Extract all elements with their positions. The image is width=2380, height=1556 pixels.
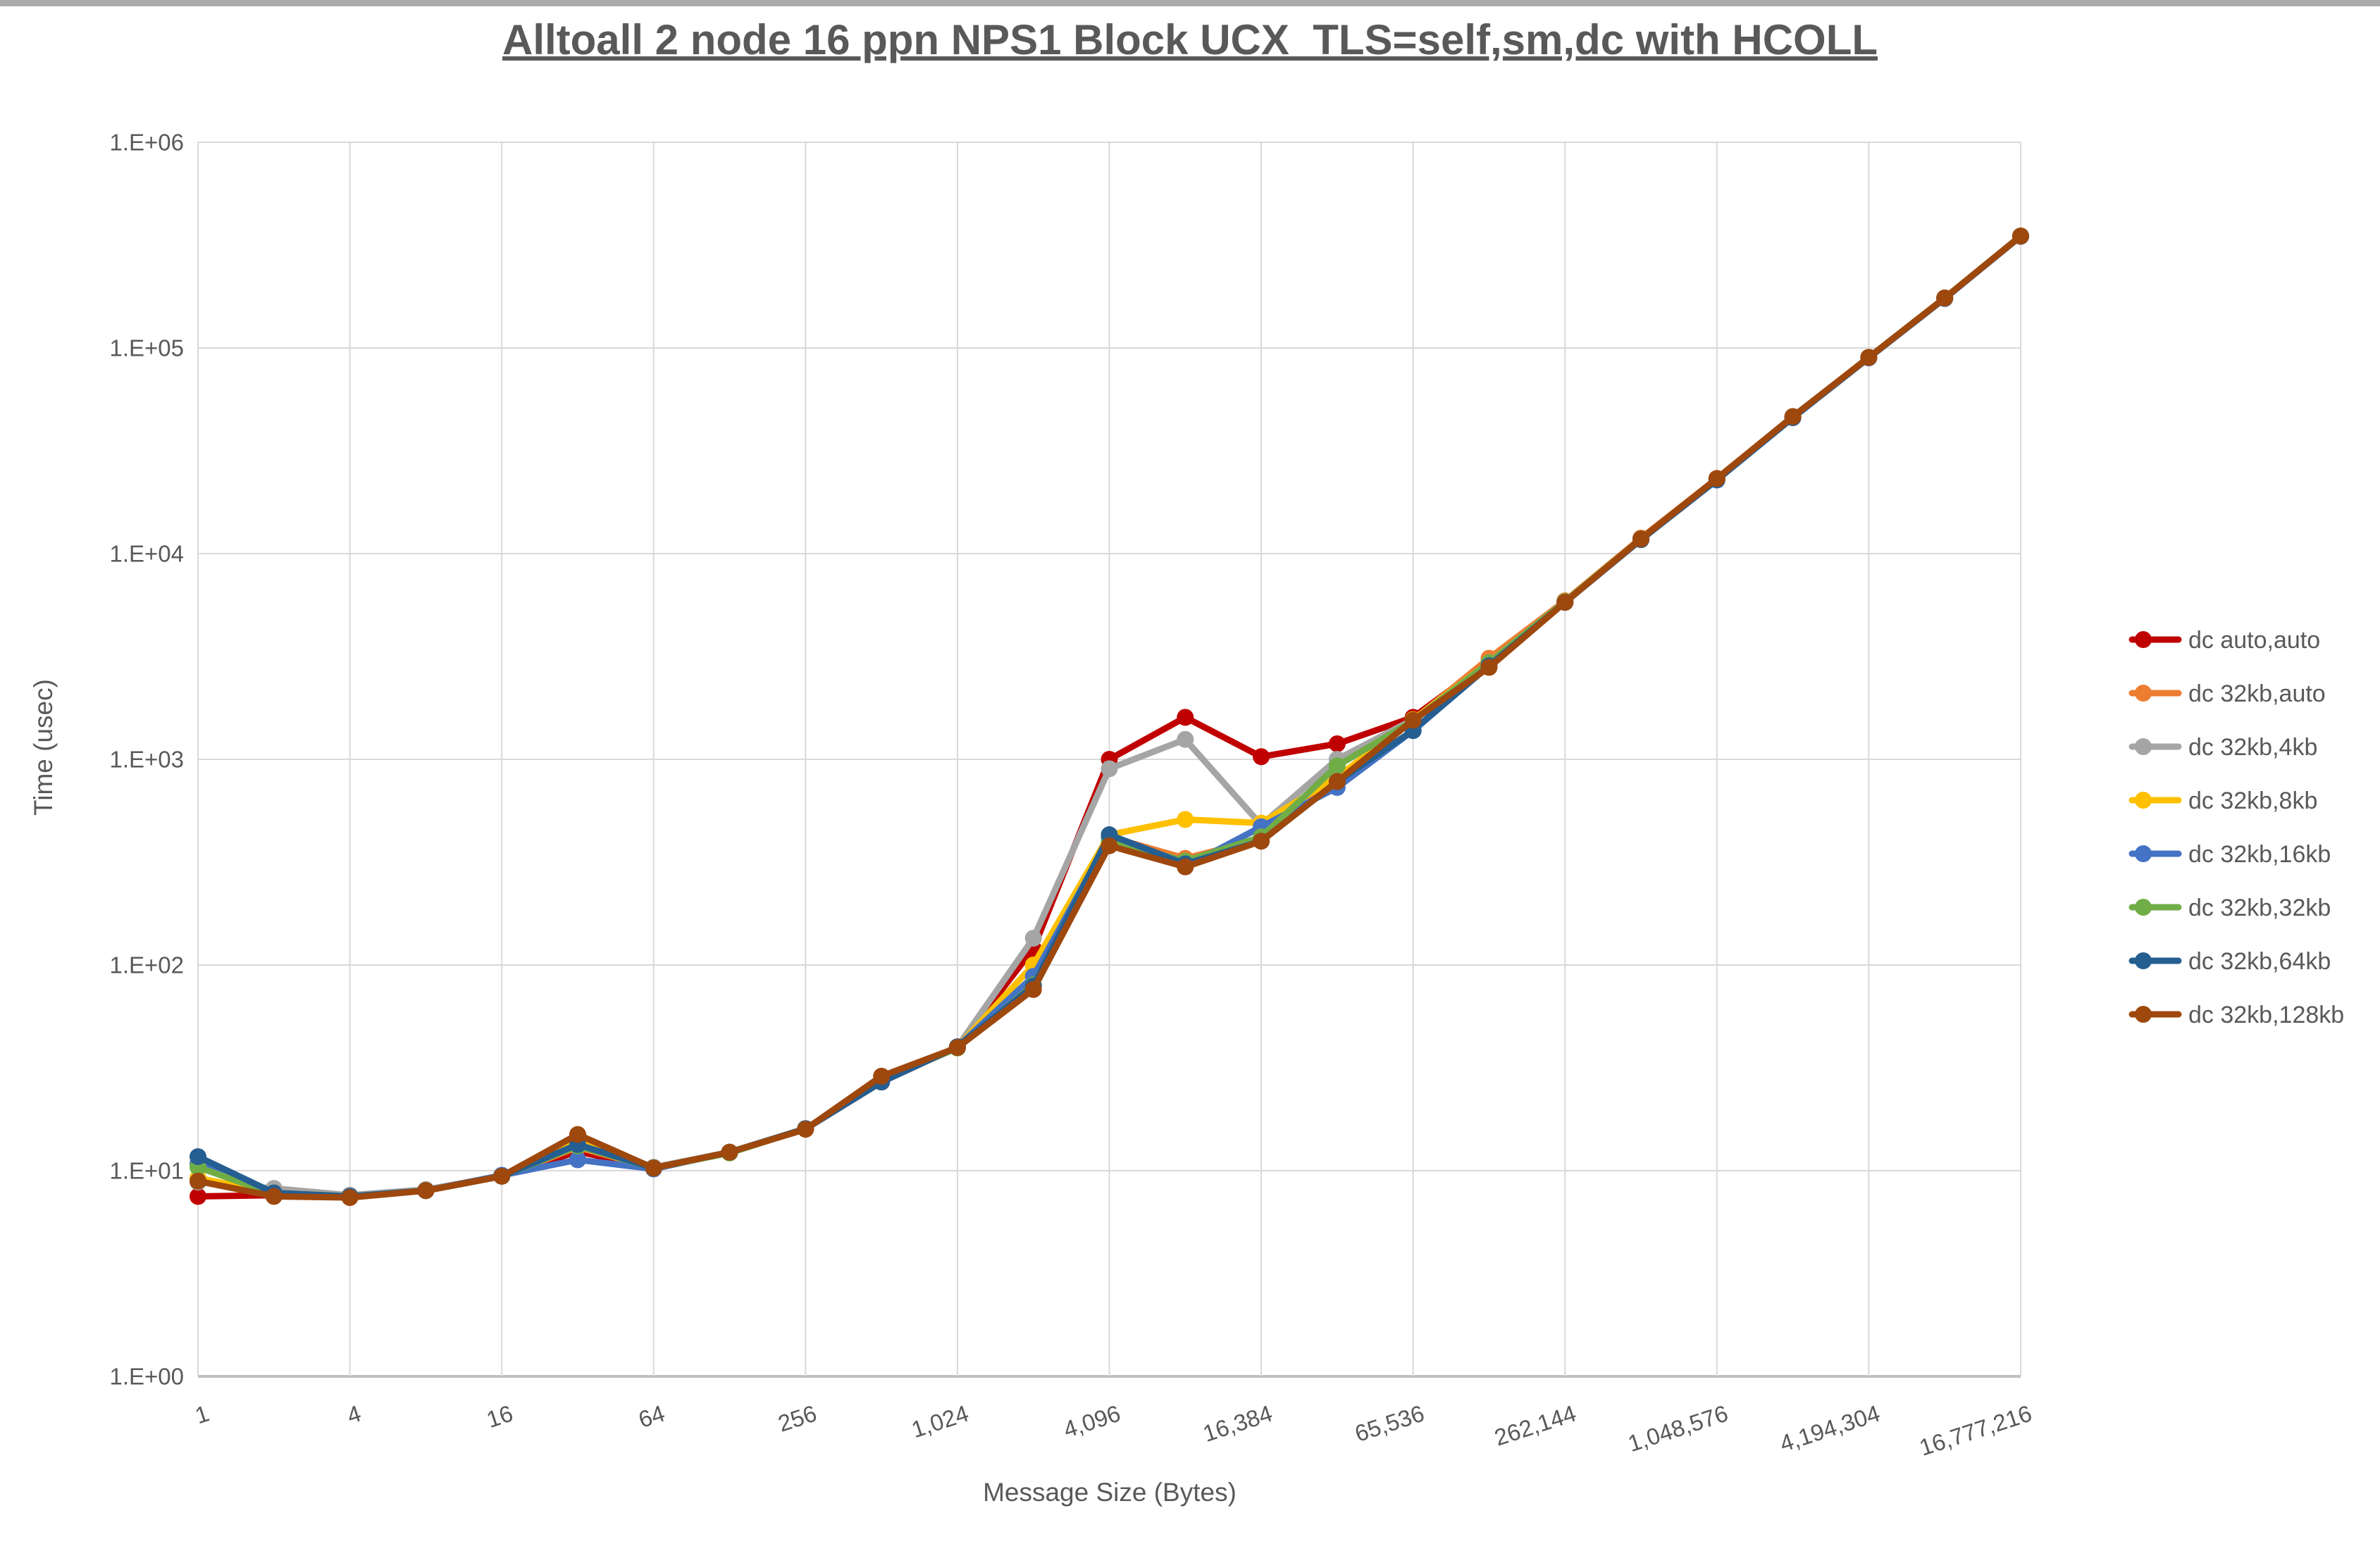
y-tick-label: 1.E+02 <box>109 952 184 978</box>
x-tick-label: 4,194,304 <box>1777 1400 1883 1457</box>
x-tick-label: 16,777,216 <box>1916 1400 2035 1460</box>
x-tick-label: 1,024 <box>908 1400 972 1443</box>
series-marker <box>1328 757 1346 775</box>
series-marker <box>2012 228 2029 245</box>
series-marker <box>1632 530 1650 548</box>
series-marker <box>1556 594 1574 611</box>
series-marker <box>1860 349 1878 366</box>
series-marker <box>1253 748 1270 766</box>
legend-marker-dot <box>2135 845 2152 862</box>
chart-title: Alltoall 2 node 16 ppn NPS1 Block UCX_TL… <box>502 16 1878 63</box>
y-tick-label: 1.E+04 <box>109 541 184 567</box>
legend-marker-dot <box>2135 738 2152 755</box>
series-marker <box>1177 858 1194 876</box>
series-marker <box>1480 659 1498 676</box>
x-tick-label: 4 <box>344 1400 364 1429</box>
series-marker <box>265 1188 283 1205</box>
legend-marker-dot <box>2135 1006 2152 1023</box>
legend-label: dc 32kb,32kb <box>2188 895 2331 921</box>
series-marker <box>1024 929 1042 947</box>
series-marker <box>1328 773 1346 790</box>
x-tick-label: 64 <box>636 1400 668 1433</box>
series-marker <box>1177 730 1194 748</box>
legend-marker-dot <box>2135 899 2152 916</box>
series-marker <box>1177 811 1194 828</box>
x-tick-label: 1 <box>192 1400 212 1429</box>
series-marker <box>569 1126 586 1143</box>
series-marker <box>569 1151 586 1169</box>
x-tick-label: 16,384 <box>1200 1400 1275 1446</box>
series-marker <box>1936 290 1954 307</box>
legend-label: dc 32kb,auto <box>2188 680 2326 707</box>
series-marker <box>1328 735 1346 752</box>
x-tick-label: 256 <box>775 1400 820 1436</box>
series-marker <box>1101 837 1118 854</box>
legend-label: dc 32kb,16kb <box>2188 841 2331 868</box>
series-marker <box>645 1159 662 1177</box>
legend-label: dc 32kb,4kb <box>2188 734 2317 761</box>
series-marker <box>1024 981 1042 998</box>
x-tick-label: 65,536 <box>1351 1400 1427 1446</box>
legend-label: dc 32kb,8kb <box>2188 788 2317 814</box>
series-marker <box>341 1189 359 1207</box>
legend-marker-dot <box>2135 792 2152 809</box>
x-tick-label: 16 <box>483 1400 516 1433</box>
series-marker <box>1253 833 1270 850</box>
legend-marker-dot <box>2135 952 2152 969</box>
series-marker <box>948 1039 966 1057</box>
series-marker <box>493 1167 511 1185</box>
series-marker <box>797 1121 814 1138</box>
series-marker <box>190 1148 206 1166</box>
y-tick-label: 1.E+01 <box>109 1158 184 1184</box>
x-tick-label: 262,144 <box>1492 1400 1580 1450</box>
x-axis-title: Message Size (Bytes) <box>983 1478 1237 1507</box>
window-top-strip <box>0 0 2380 6</box>
y-tick-label: 1.E+05 <box>109 335 184 361</box>
legend-label: dc 32kb,64kb <box>2188 948 2331 975</box>
series-marker <box>1708 470 1725 487</box>
legend-marker-dot <box>2135 631 2152 648</box>
series-marker <box>190 1188 206 1205</box>
x-tick-label: 4,096 <box>1060 1400 1124 1443</box>
series-marker <box>1101 760 1118 778</box>
y-tick-label: 1.E+03 <box>109 747 184 773</box>
series-marker <box>1177 709 1194 726</box>
series-marker <box>417 1182 435 1200</box>
x-tick-label: 1,048,576 <box>1625 1400 1731 1457</box>
series-marker <box>721 1143 738 1161</box>
series-marker <box>1404 711 1422 729</box>
series-marker <box>873 1067 891 1085</box>
legend-label: dc 32kb,128kb <box>2188 1002 2344 1028</box>
series-marker <box>190 1172 206 1190</box>
y-tick-label: 1.E+06 <box>109 130 184 156</box>
series-marker <box>1784 408 1802 425</box>
legend-label: dc auto,auto <box>2188 627 2320 654</box>
y-axis-title: Time (usec) <box>29 679 58 816</box>
legend-marker-dot <box>2135 685 2152 702</box>
y-tick-label: 1.E+00 <box>109 1364 184 1390</box>
